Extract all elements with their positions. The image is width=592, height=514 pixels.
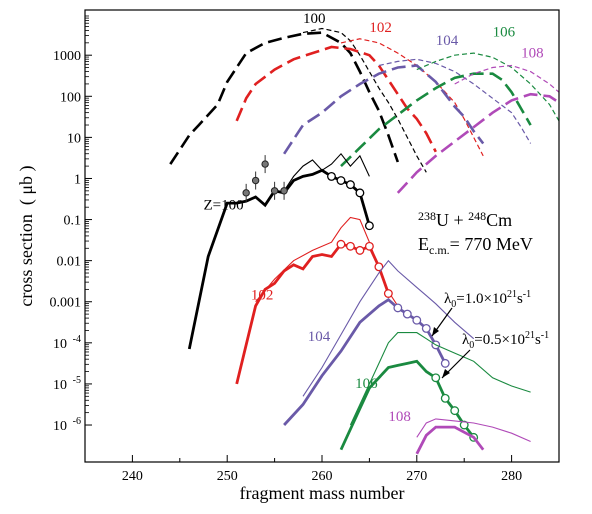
lower-point-102-0 <box>336 239 346 249</box>
reaction-label: 238U + 248Cm <box>418 209 512 230</box>
annotation-arrowhead-2 <box>442 369 450 378</box>
series-label-106: 106 <box>493 25 516 41</box>
y-tick-exponent-4: -4 <box>73 334 81 345</box>
axes: 240 250 260 270 28010001001010.10.010.00110-… <box>50 15 560 484</box>
measured-point-2 <box>261 160 269 168</box>
series-line-104-dashed-thick <box>283 64 485 155</box>
y-tick-label-0: 1 <box>74 172 81 187</box>
y-tick-label-2: 0.01 <box>57 255 82 270</box>
y-tick-exponent-5: -5 <box>73 375 81 386</box>
series-line-102-dashed-thick <box>235 45 437 153</box>
lower-point-102-5 <box>383 289 393 298</box>
lower-point-102-3 <box>364 241 374 251</box>
lower-point-106-2 <box>450 406 460 416</box>
y-tick-label-5: 10 <box>53 378 67 393</box>
y-tick-label-3: 1000 <box>53 49 81 64</box>
series-label-108: 108 <box>521 45 544 61</box>
x-tick-label-270: 270 <box>406 469 427 484</box>
lambda-annotation-2: λ0=0.5×1021s-1 <box>462 330 549 351</box>
measured-point-4 <box>280 187 288 195</box>
x-tick-label-240: 240 <box>122 469 143 484</box>
lower-line-104-thin <box>302 259 475 397</box>
lower-point-106-3 <box>459 420 469 430</box>
lower-point-106-0 <box>431 373 441 383</box>
series-line-108-dashed-thick <box>396 92 560 194</box>
energy-label: Ec.m.= 770 MeV <box>418 234 533 257</box>
lower-point-104-5 <box>440 358 450 368</box>
lower-point-102-1 <box>345 241 355 251</box>
measured-point-3 <box>270 187 279 195</box>
lower-label-108: 108 <box>388 409 411 425</box>
series-line-100-dashed-thick <box>169 31 400 165</box>
lambda-annotation-1: λ0=1.0×1021s-1 <box>444 289 531 310</box>
y-tick-exponent-6: -6 <box>73 416 81 427</box>
lower-point-104-1 <box>402 309 412 319</box>
measured-point-1 <box>251 176 260 185</box>
series-label-102: 102 <box>369 20 392 36</box>
y-tick-label-6: 10 <box>53 419 67 434</box>
series-line-104-dashed-thin <box>378 58 532 144</box>
lower-point-z-100-2 <box>345 180 355 190</box>
lower-label-z-100: Z=100 <box>204 197 244 213</box>
lower-label-106: 106 <box>355 376 378 392</box>
lower-line-z-100-thin <box>283 152 370 192</box>
series-line-108-dashed-thin <box>454 64 560 93</box>
x-axis-label: fragment mass number <box>240 483 405 503</box>
y-axis-label: cross section ( μb ) <box>16 165 37 306</box>
lower-point-z-100-1 <box>336 176 346 185</box>
measured-point-0 <box>242 189 250 197</box>
lower-point-z-100-4 <box>364 221 374 231</box>
annotation-arrowhead-1 <box>432 327 439 336</box>
series-line-106-dashed-thick <box>340 72 532 168</box>
plot-area: 100 102 104 106 108 Z=100 102 104 106 108 <box>169 11 560 455</box>
lower-point-z-100-3 <box>355 188 365 198</box>
series-line-106-dashed-thin <box>416 52 560 122</box>
series-label-100: 100 <box>303 11 326 27</box>
series-line-100-dashed-thin <box>302 27 427 173</box>
lower-point-z-100-0 <box>327 171 336 181</box>
lower-point-104-2 <box>412 315 422 325</box>
y-tick-label-1: 10 <box>67 131 81 146</box>
lower-point-102-2 <box>355 245 365 255</box>
lower-label-102: 102 <box>251 288 274 304</box>
lower-point-102-4 <box>374 262 384 272</box>
lower-label-104: 104 <box>308 329 331 345</box>
y-tick-label-1: 0.1 <box>64 214 82 229</box>
lower-point-104-3 <box>421 324 431 333</box>
lower-line-102-thick <box>235 242 390 385</box>
y-tick-label-4: 10 <box>53 337 67 352</box>
lower-line-108-thick <box>415 425 485 455</box>
x-tick-label-280: 280 <box>501 469 522 484</box>
x-tick-label-250: 250 <box>217 469 238 484</box>
series-label-104: 104 <box>436 33 459 49</box>
x-tick-label-260: 260 <box>312 469 333 484</box>
lower-point-104-0 <box>393 303 403 313</box>
y-tick-label-3: 0.001 <box>50 296 82 311</box>
lower-line-108-thin <box>416 418 531 443</box>
y-tick-label-2: 100 <box>60 90 81 105</box>
lower-line-106-thin <box>349 332 531 426</box>
lower-point-106-1 <box>440 393 450 403</box>
